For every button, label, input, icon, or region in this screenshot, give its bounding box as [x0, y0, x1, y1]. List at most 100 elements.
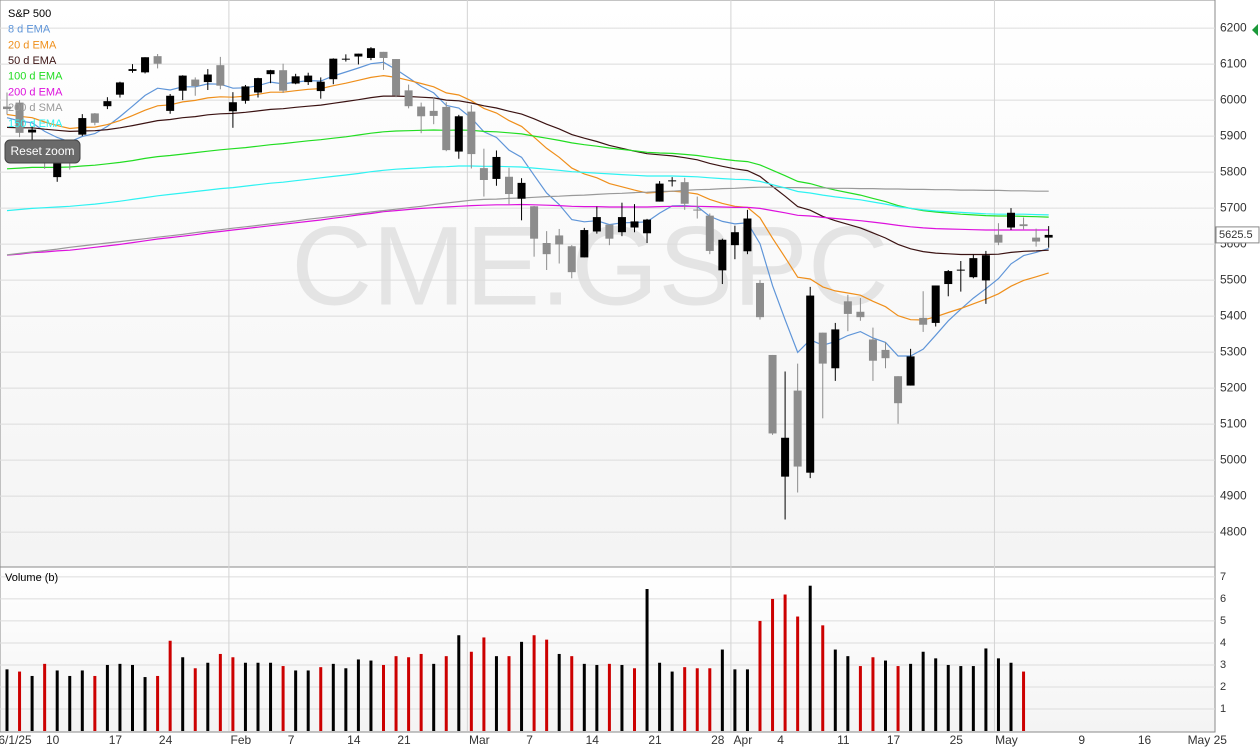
candle-body	[806, 295, 815, 473]
volume-bar	[344, 668, 348, 731]
candle-body	[1032, 237, 1041, 242]
y-tick-label: 5200	[1220, 380, 1247, 394]
candle-body	[1044, 234, 1053, 238]
candle-body	[316, 81, 325, 92]
volume-bar	[105, 664, 109, 731]
reset-zoom-bg[interactable]	[4, 139, 81, 164]
candle-body	[78, 118, 87, 135]
candle-body	[530, 206, 539, 239]
candle-body	[291, 76, 300, 84]
legend-entry: 50 d EMA	[8, 55, 57, 67]
candle-body	[956, 269, 965, 271]
volume-bar	[294, 670, 298, 731]
candle-body	[718, 239, 727, 271]
volume-bar	[30, 675, 34, 731]
x-tick-label: Feb	[231, 733, 252, 747]
candle-body	[266, 70, 275, 75]
candle-body	[228, 102, 237, 112]
reset-zoom-label[interactable]: Reset zoom	[10, 144, 74, 158]
candle-body	[580, 230, 589, 258]
volume-bar	[18, 671, 22, 731]
y-tick-label: 5100	[1220, 416, 1247, 430]
volume-tick-label: 6	[1220, 593, 1226, 605]
candle-body	[341, 58, 350, 60]
candle-body	[366, 48, 375, 58]
volume-bar	[231, 657, 235, 731]
candle-body	[166, 95, 175, 111]
candle-body	[730, 232, 739, 246]
x-tick-label: May	[995, 733, 1018, 747]
volume-tick-label: 5	[1220, 615, 1226, 627]
candle-body	[919, 317, 928, 325]
volume-bar	[55, 670, 59, 731]
watermark: CME.GSPC	[291, 204, 888, 329]
volume-bar	[733, 669, 737, 731]
x-tick-label: 9	[1078, 733, 1085, 747]
volume-bar	[720, 649, 724, 731]
volume-bar	[946, 664, 950, 731]
indicator-line	[6, 74, 1049, 321]
volume-bars	[5, 585, 1026, 731]
indicator-line	[6, 129, 1049, 218]
volume-title: Volume (b)	[5, 572, 58, 584]
candle-body	[128, 69, 137, 71]
candle-body	[517, 182, 526, 199]
volume-bar	[5, 669, 9, 731]
volume-bar	[407, 657, 411, 731]
x-tick-label: Mar	[469, 733, 490, 747]
volume-bar	[382, 664, 385, 731]
volume-bar	[808, 585, 812, 731]
reset-zoom-button[interactable]: Reset zoom	[4, 139, 81, 164]
volume-bar	[532, 635, 536, 731]
x-tick-label: 24	[159, 733, 173, 747]
candle-body	[417, 106, 426, 117]
volume-bar	[984, 648, 988, 731]
volume-bar	[306, 670, 310, 731]
candle-body	[203, 74, 212, 83]
y-tick-label: 6000	[1220, 92, 1247, 106]
volume-bar	[444, 656, 448, 731]
x-tick-label: 7	[526, 733, 533, 747]
candle-body	[442, 106, 451, 151]
volume-bar	[833, 649, 837, 731]
legend-entry: 150 d EMA	[8, 118, 63, 130]
volume-bar	[683, 667, 687, 731]
candle-body	[542, 243, 551, 255]
volume-bar	[356, 659, 360, 731]
indicator-line	[6, 95, 1049, 256]
candle-body	[241, 86, 250, 101]
volume-tick-label: 4	[1220, 637, 1226, 649]
scroll-arrow[interactable]	[1252, 24, 1258, 36]
volume-bar	[181, 657, 185, 731]
candle-body	[768, 354, 777, 434]
volume-bar	[482, 637, 486, 731]
candle-body	[617, 217, 626, 233]
y-tick-label: 5700	[1220, 200, 1247, 214]
indicator-line	[6, 186, 1049, 256]
candle-body	[1007, 212, 1015, 228]
candle-body	[592, 217, 601, 232]
candle-body	[931, 285, 940, 323]
y-tick-label: 5800	[1220, 164, 1247, 178]
volume-bar	[243, 662, 247, 731]
volume-bar	[796, 616, 800, 731]
volume-bar	[256, 662, 260, 731]
volume-bar	[909, 663, 913, 731]
volume-bar	[846, 656, 850, 731]
candle-body	[279, 70, 288, 91]
legend-entry: 8 d EMA	[8, 24, 51, 36]
volume-bar	[218, 653, 222, 731]
x-tick-label: 10	[46, 733, 60, 747]
y-tick-label: 4800	[1220, 524, 1247, 538]
candle-body	[115, 82, 124, 95]
volume-bar	[695, 668, 699, 731]
candle-body	[756, 282, 764, 318]
x-tick-label: 7	[288, 733, 295, 747]
volume-bar	[595, 664, 599, 731]
candle-body	[392, 59, 401, 96]
volume-bar	[871, 657, 875, 731]
candle-body	[680, 182, 689, 204]
volume-bar	[457, 635, 461, 731]
candle-body	[429, 110, 438, 116]
